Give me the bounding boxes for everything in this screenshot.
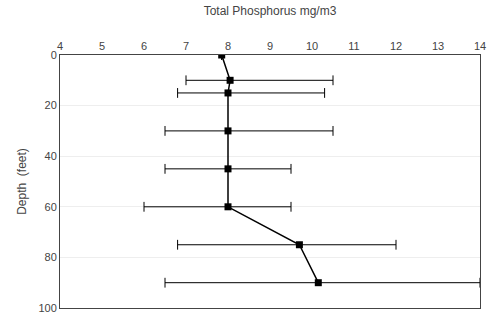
svg-text:9: 9	[267, 40, 273, 52]
svg-text:14: 14	[474, 40, 486, 52]
svg-text:6: 6	[141, 40, 147, 52]
svg-text:80: 80	[45, 251, 57, 263]
svg-text:60: 60	[45, 201, 57, 213]
svg-text:10: 10	[306, 40, 318, 52]
svg-text:7: 7	[183, 40, 189, 52]
svg-text:5: 5	[99, 40, 105, 52]
svg-text:Total Phosphorus mg/m3: Total Phosphorus mg/m3	[204, 4, 337, 18]
svg-text:20: 20	[45, 99, 57, 111]
svg-text:0: 0	[51, 49, 57, 61]
svg-text:Depth (feet): Depth (feet)	[15, 148, 29, 215]
svg-text:12: 12	[390, 40, 402, 52]
svg-text:100: 100	[38, 302, 56, 314]
svg-text:4: 4	[57, 40, 63, 52]
svg-text:11: 11	[348, 40, 359, 52]
svg-text:8: 8	[225, 40, 231, 52]
svg-text:13: 13	[432, 40, 444, 52]
svg-text:40: 40	[45, 150, 57, 162]
